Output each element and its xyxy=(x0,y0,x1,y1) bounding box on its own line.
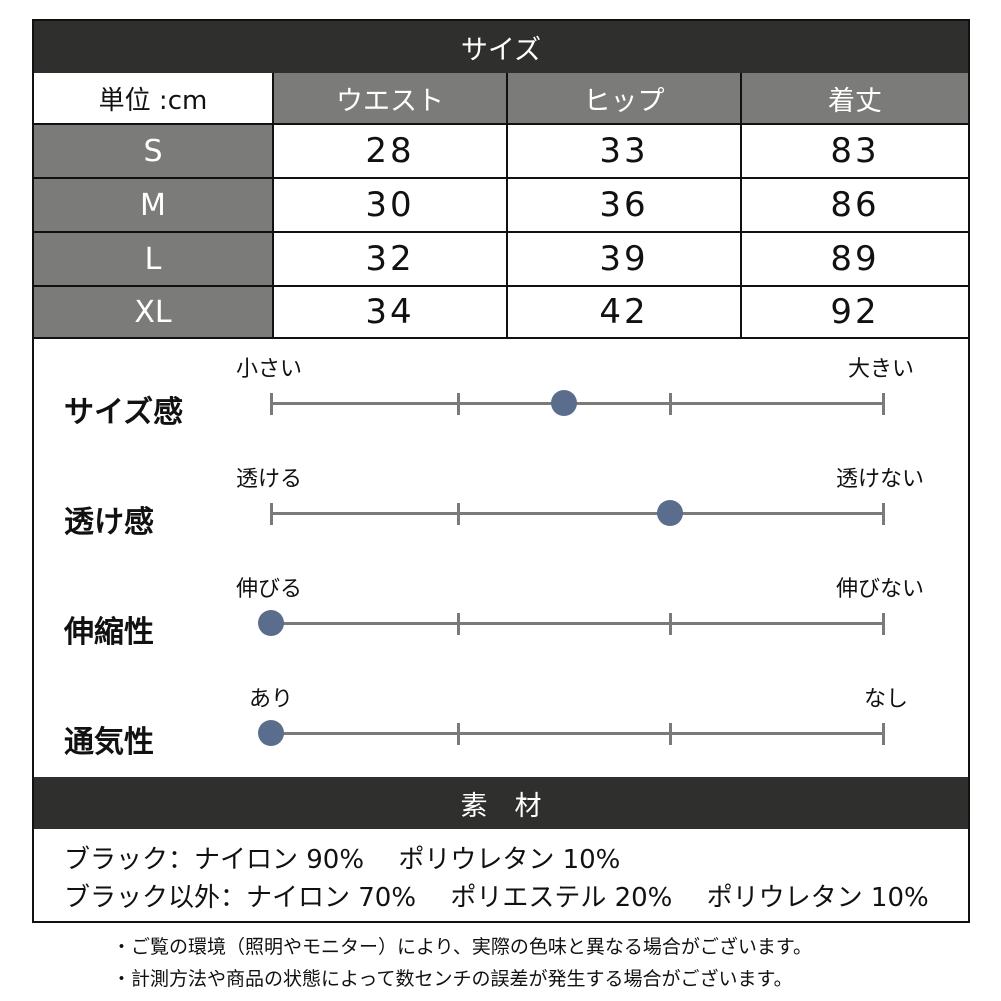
material-line: ブラック：ナイロン 90% ポリウレタン 10% xyxy=(64,845,621,875)
table-cell: 92 xyxy=(742,287,968,339)
column-header-length: 着丈 xyxy=(742,73,968,125)
table-cell: 34 xyxy=(274,287,508,339)
table-cell: 42 xyxy=(508,287,742,339)
scale-marker xyxy=(258,720,284,746)
size-table-title: サイズ xyxy=(460,34,542,66)
table-cell: 30 xyxy=(274,179,508,233)
table-cell: 36 xyxy=(508,179,742,233)
scale-left-label: 透ける xyxy=(236,467,303,492)
table-cell: 83 xyxy=(742,125,968,179)
material-title: 素 材 xyxy=(460,790,542,822)
material-line: ブラック以外：ナイロン 70% ポリエステル 20% ポリウレタン 10% xyxy=(64,883,929,913)
size-label-l: L xyxy=(34,233,274,287)
scale-tick xyxy=(457,503,460,525)
scale-right-label: なし xyxy=(864,687,909,712)
scale-tick xyxy=(882,723,885,745)
scale-tick xyxy=(457,723,460,745)
scale-marker xyxy=(258,610,284,636)
table-cell: 33 xyxy=(508,125,742,179)
unit-label: 単位 :cm xyxy=(34,73,274,125)
scale-tick xyxy=(669,393,672,415)
material-title-bar: 素 材 xyxy=(34,777,968,829)
scale-line xyxy=(270,402,884,405)
scale-line xyxy=(270,732,884,735)
scale-label: 透け感 xyxy=(64,505,154,540)
scale-marker xyxy=(551,390,577,416)
size-table-title-bar: サイズ xyxy=(34,21,968,73)
scale-label: 伸縮性 xyxy=(64,615,154,650)
scale-tick xyxy=(882,613,885,635)
table-cell: 89 xyxy=(742,233,968,287)
table-cell: 86 xyxy=(742,179,968,233)
scale-marker xyxy=(657,500,683,526)
table-cell: 28 xyxy=(274,125,508,179)
note-line: ・計測方法や商品の状態によって数センチの誤差が発生する場合がございます。 xyxy=(112,968,793,990)
scale-tick xyxy=(669,613,672,635)
scale-right-label: 大きい xyxy=(848,357,915,382)
size-label-xl: XL xyxy=(34,287,274,339)
scale-tick xyxy=(457,393,460,415)
column-header-hip: ヒップ xyxy=(508,73,742,125)
scale-line xyxy=(270,512,884,515)
scale-tick xyxy=(669,723,672,745)
column-header-waist: ウエスト xyxy=(274,73,508,125)
scale-tick xyxy=(457,613,460,635)
size-label-s: S xyxy=(34,125,274,179)
scale-left-label: 伸びる xyxy=(236,577,303,602)
scale-tick xyxy=(270,393,273,415)
scale-tick xyxy=(882,503,885,525)
spec-sheet: サイズ 単位 :cm ウエスト ヒップ 着丈 S 28 33 83 M 30 3… xyxy=(32,19,970,923)
scale-label: サイズ感 xyxy=(64,395,184,430)
scale-tick xyxy=(270,503,273,525)
table-cell: 39 xyxy=(508,233,742,287)
scale-left-label: 小さい xyxy=(236,357,303,382)
scale-left-label: あり xyxy=(249,687,294,712)
note-line: ・ご覧の環境（照明やモニター）により、実際の色味と異なる場合がございます。 xyxy=(112,936,812,958)
scale-label: 通気性 xyxy=(64,725,154,760)
scale-right-label: 透けない xyxy=(836,467,925,492)
size-label-m: M xyxy=(34,179,274,233)
table-cell: 32 xyxy=(274,233,508,287)
scale-tick xyxy=(882,393,885,415)
scale-line xyxy=(270,622,884,625)
scale-right-label: 伸びない xyxy=(836,577,925,602)
